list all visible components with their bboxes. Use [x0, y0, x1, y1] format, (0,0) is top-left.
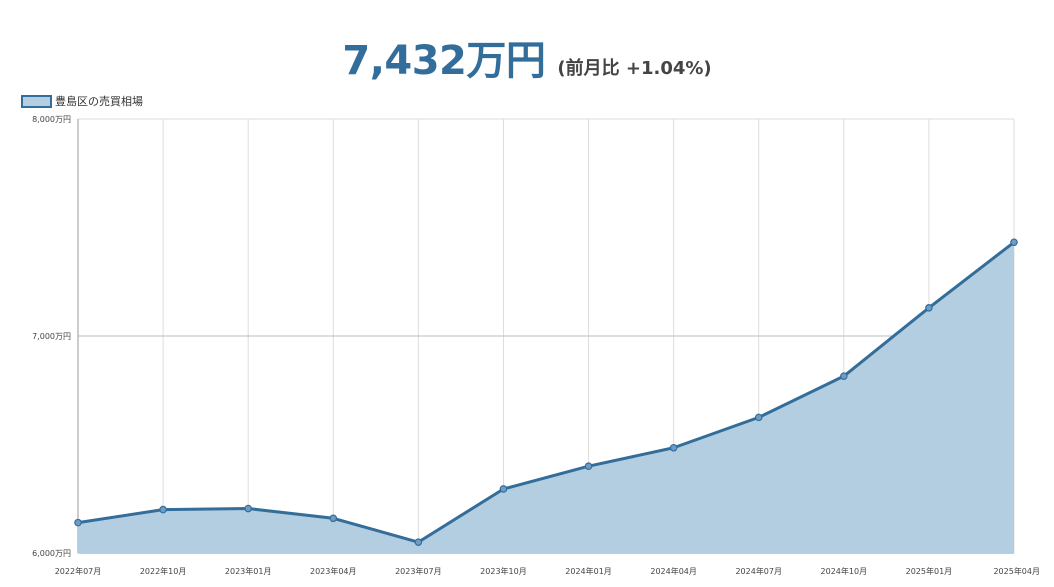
data-points — [74, 238, 1018, 546]
x-tick-label: 2022年10月 — [140, 566, 187, 576]
data-point — [840, 372, 848, 380]
x-tick-label: 2025年04月 — [993, 566, 1040, 576]
series-line — [77, 241, 1015, 544]
y-axis-labels: 6,000万円 7,000万円 8,000万円 — [32, 115, 71, 558]
data-point — [329, 514, 338, 523]
y-tick-label: 7,000万円 — [32, 332, 71, 341]
legend-label: 豊島区の売買相場 — [55, 95, 143, 108]
data-point — [499, 485, 508, 493]
chart-legend[interactable]: 豊島区の売買相場 — [21, 93, 143, 109]
monthly-change: (前月比 +1.04%) — [557, 58, 712, 79]
y-tick-label: 6,000万円 — [32, 549, 71, 558]
data-point — [244, 504, 252, 513]
x-tick-label: 2023年07月 — [395, 566, 442, 576]
headline: 7,432万円 (前月比 +1.04%) — [0, 28, 1054, 86]
x-tick-label: 2023年04月 — [310, 566, 357, 576]
x-tick-label: 2025年01月 — [906, 566, 953, 576]
x-tick-label: 2024年01月 — [565, 566, 612, 576]
x-tick-label: 2023年01月 — [225, 566, 272, 576]
x-tick-label: 2024年07月 — [735, 566, 782, 576]
data-point — [584, 462, 593, 471]
data-point — [74, 518, 82, 527]
x-tick-label: 2022年07月 — [55, 566, 102, 576]
x-tick-label: 2023年10月 — [480, 566, 527, 576]
x-axis-labels: 2022年07月 2022年10月 2023年01月 2023年04月 2023年07月… — [55, 566, 1040, 576]
data-point — [669, 443, 678, 452]
legend-swatch — [21, 94, 52, 108]
x-tick-label: 2024年04月 — [650, 566, 697, 576]
y-tick-label: 8,000万円 — [32, 115, 71, 124]
data-point — [754, 413, 763, 422]
data-point — [159, 505, 167, 514]
x-tick-label: 2024年10月 — [821, 566, 868, 576]
data-point — [1010, 238, 1018, 247]
current-price: 7,432万円 — [342, 38, 546, 84]
data-point — [925, 303, 933, 312]
data-point — [414, 538, 423, 546]
series-area — [78, 242, 1014, 554]
